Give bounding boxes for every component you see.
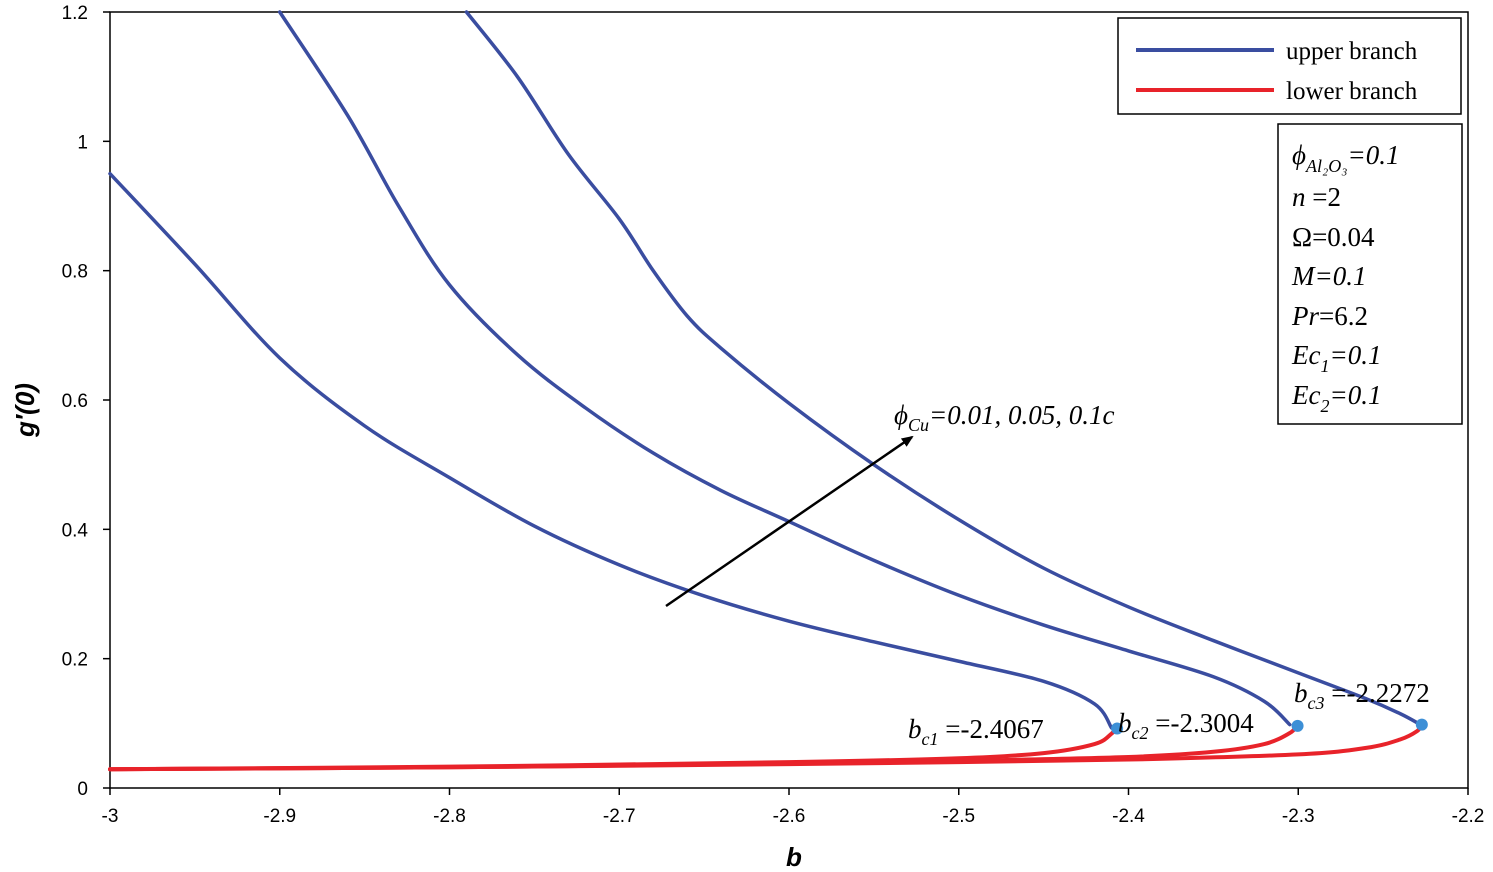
param-omega: Ω=0.04 [1292,222,1375,252]
bc2-sub: c2 [1132,723,1149,743]
param-ec2-sub: 2 [1320,396,1329,416]
bc1-sub: c1 [922,729,939,749]
param-n-value: =2 [1306,182,1341,212]
bc2-label: bc2 =-2.3004 [1118,708,1254,743]
param-pr-symbol: Pr [1291,301,1319,331]
x-tick-label: -2.8 [433,806,466,827]
bc1-value: =-2.4067 [939,714,1044,744]
plot-area [109,11,1469,789]
bc1-label: bc1 =-2.4067 [908,714,1044,749]
phi-cu-values: =0.01, 0.05, 0.1c [929,400,1114,430]
y-tick-label: 0.4 [62,520,89,541]
arrow-line [665,435,914,608]
phi-cu-sub: Cu [908,415,929,435]
y-tick-label: 0.6 [62,391,88,412]
param-phi-al-symbol: ϕ [1292,140,1306,170]
param-ec2: Ec2=0.1 [1291,380,1381,416]
legend: upper branch lower branch [1117,17,1462,115]
bc3-symbol: b [1294,678,1308,708]
x-tick-label: -2.9 [263,806,296,827]
lower-branch-line-3 [108,722,1424,772]
y-tick-label: 0.2 [62,650,88,671]
parameter-box: ϕAl₂O₃=0.1 n =2 Ω=0.04 M=0.1 Pr=6.2 Ec1=… [1277,123,1463,425]
param-ec1: Ec1=0.1 [1291,340,1381,376]
param-n-symbol: n [1292,182,1306,212]
bc2-symbol: b [1118,708,1132,738]
bc3-value: =-2.2272 [1325,678,1430,708]
param-pr: Pr=6.2 [1291,301,1368,331]
bc2-value: =-2.3004 [1149,708,1255,738]
upper-branch-line-1 [108,171,1114,730]
x-tick-label: -2.4 [1112,806,1145,827]
x-tick-label: -2.2 [1452,806,1485,827]
param-m: M=0.1 [1291,261,1366,291]
x-axis-title: b [786,842,802,872]
upper-branch-line-3 [464,10,1423,727]
param-ec1-sub: 1 [1320,356,1329,376]
x-tick-label: -2.7 [603,806,636,827]
param-ec1-value: =0.1 [1329,340,1381,370]
x-axis-ticks: -3 -2.9 -2.8 -2.7 -2.6 -2.5 -2.4 -2.3 -2.2 [102,788,1485,827]
legend-label-lower: lower branch [1286,78,1418,105]
x-tick-label: -2.5 [942,806,975,827]
y-tick-label: 1 [77,132,88,153]
param-ec1-symbol: Ec [1291,340,1320,370]
param-phi-al-value: =0.1 [1348,140,1400,170]
x-tick-label: -3 [102,806,119,827]
param-ec2-value: =0.1 [1329,380,1381,410]
series-layer [108,10,1428,772]
param-m-symbol: M [1291,261,1316,291]
legend-box [1117,17,1462,115]
y-tick-label: 0.8 [62,262,88,283]
bc3-sub: c3 [1308,693,1325,713]
legend-label-upper: upper branch [1286,38,1418,65]
parameter-box-frame [1277,123,1463,425]
upper-branch-line-2 [278,10,1292,727]
critical-point-1 [1111,722,1124,735]
critical-point-3 [1415,718,1428,731]
param-phi-al-sub: Al₂O₃ [1305,156,1348,176]
phi-cu-symbol: ϕ [894,400,908,430]
phi-cu-label: ϕCu=0.01, 0.05, 0.1c [894,400,1114,435]
y-tick-label: 0 [77,779,88,800]
bc1-symbol: b [908,714,922,744]
y-axis-title: g′(0) [10,383,40,438]
param-ec2-symbol: Ec [1291,380,1320,410]
bc3-label: bc3 =-2.2272 [1294,678,1430,713]
phi-cu-arrow [665,435,914,608]
param-phi-al: ϕAl₂O₃=0.1 [1292,140,1399,176]
param-m-value: =0.1 [1315,261,1367,291]
x-tick-label: -2.3 [1282,806,1315,827]
param-n: n =2 [1292,182,1341,212]
param-pr-value: =6.2 [1319,301,1368,331]
x-tick-label: -2.6 [773,806,806,827]
y-axis-ticks: 0 0.2 0.4 0.6 0.8 1 1.2 [62,3,110,800]
critical-point-2 [1291,719,1304,732]
y-tick-label: 1.2 [62,3,88,24]
